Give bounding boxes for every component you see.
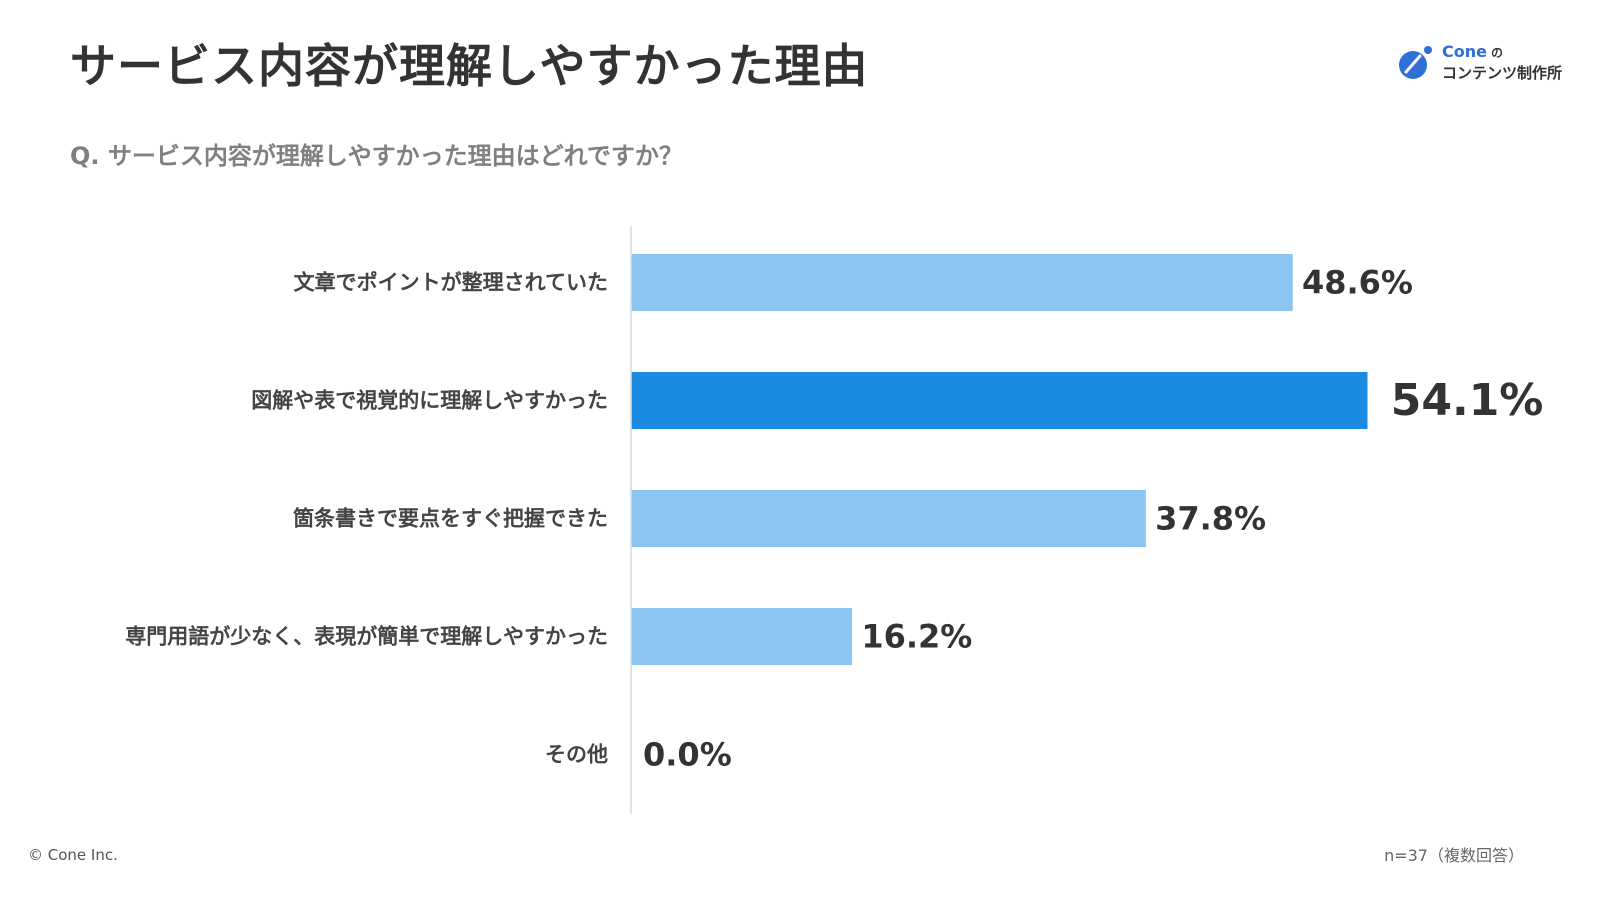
logo-name: コンテンツ制作所	[1442, 64, 1563, 82]
sample-size-note: n=37（複数回答）	[1384, 846, 1524, 865]
logo-particle: の	[1490, 46, 1503, 60]
category-label: 図解や表で視覚的に理解しやすかった	[251, 389, 608, 413]
category-label: 文章でポイントが整理されていた	[294, 271, 608, 295]
category-label: その他	[545, 743, 608, 767]
page-title: サービス内容が理解しやすかった理由	[70, 39, 869, 93]
bar	[631, 372, 1368, 429]
bar	[631, 490, 1146, 547]
bar	[631, 254, 1293, 311]
copyright: © Cone Inc.	[28, 846, 118, 864]
value-label: 37.8%	[1155, 500, 1266, 538]
cone-logo: Cone の コンテンツ制作所	[1398, 42, 1588, 86]
category-label: 専門用語が少なく、表現が簡単で理解しやすかった	[125, 625, 608, 649]
bar	[631, 608, 853, 665]
value-label: 54.1%	[1391, 375, 1544, 426]
value-label: 16.2%	[861, 618, 972, 656]
value-label: 48.6%	[1302, 264, 1413, 302]
cone-logo-icon	[1399, 46, 1432, 79]
value-label: 0.0%	[643, 736, 732, 774]
category-label: 箇条書きで要点をすぐ把握できた	[293, 507, 608, 531]
logo-brand: Cone の	[1442, 42, 1503, 61]
question-text: Q. サービス内容が理解しやすかった理由はどれですか？	[70, 142, 683, 170]
